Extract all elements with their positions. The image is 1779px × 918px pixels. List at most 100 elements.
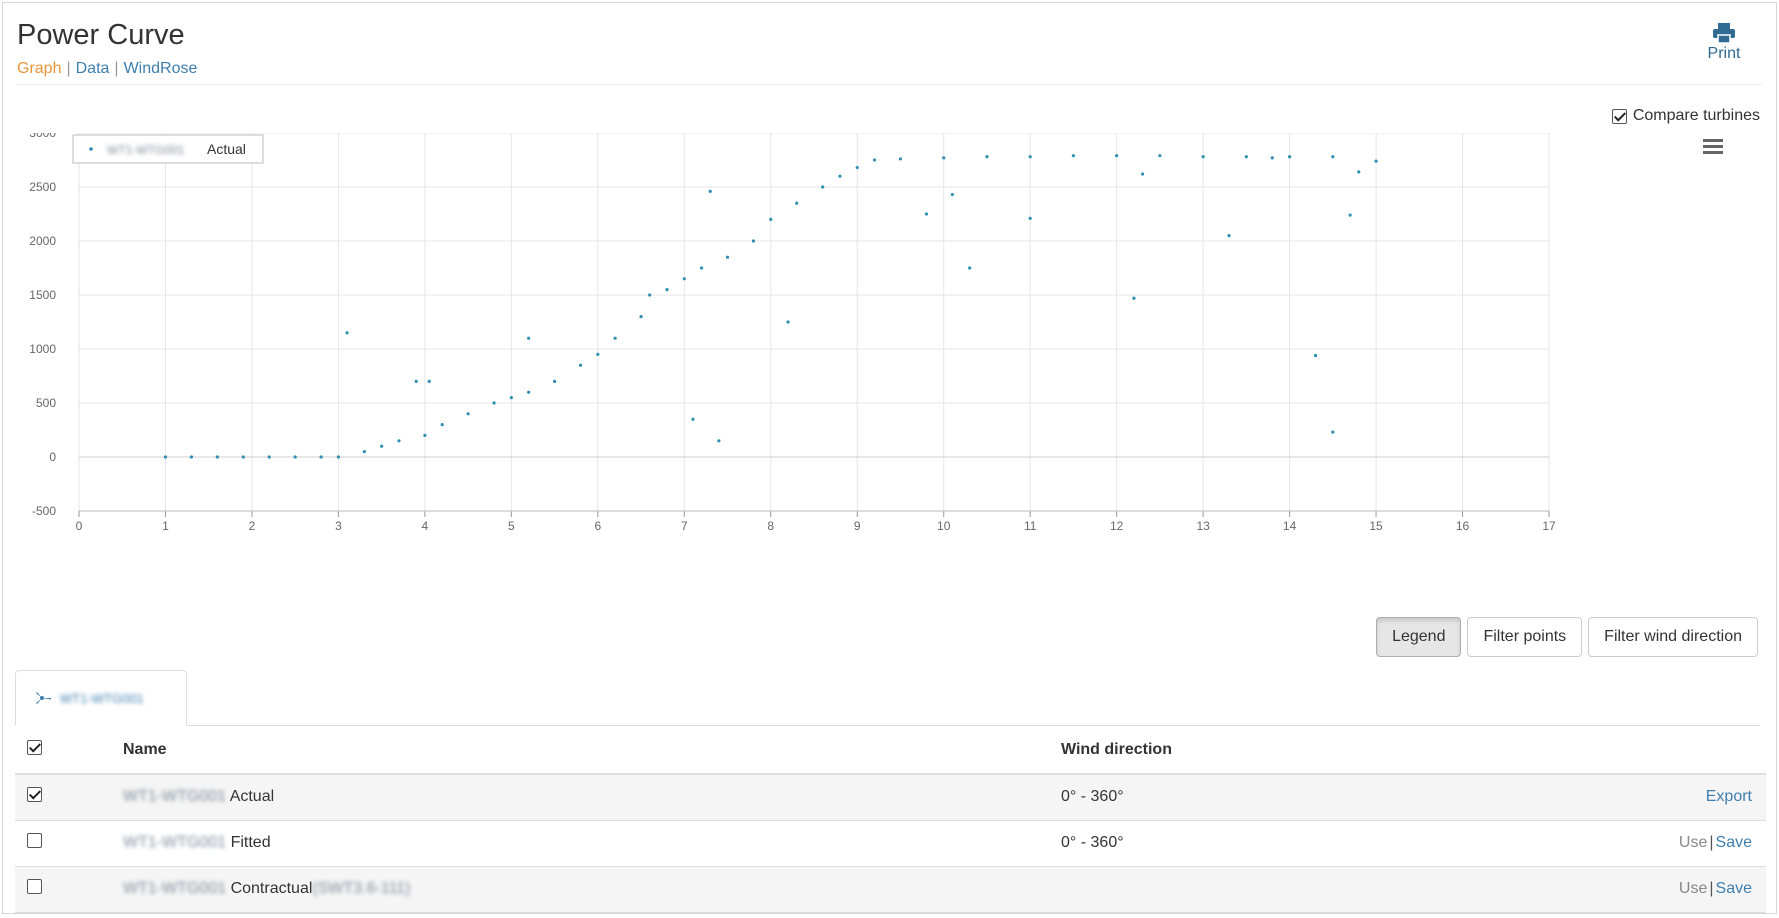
row-checkbox[interactable]	[27, 833, 42, 848]
x-tick-label: 13	[1196, 519, 1210, 533]
data-point	[1244, 155, 1248, 159]
legend-series-label: Actual	[207, 141, 246, 157]
data-point	[527, 336, 531, 340]
data-point	[665, 288, 669, 292]
row-wind-direction: 0° - 360°	[1061, 820, 1457, 867]
data-point	[1201, 155, 1205, 159]
filter-points-button[interactable]: Filter points	[1467, 617, 1583, 657]
data-point	[552, 379, 557, 383]
y-tick-label: 2500	[29, 180, 56, 194]
data-point	[639, 315, 643, 319]
x-tick-label: 17	[1542, 519, 1556, 533]
chart-points	[163, 154, 1378, 459]
data-point	[1071, 154, 1076, 158]
data-point	[509, 396, 513, 400]
row-wind-direction	[1061, 866, 1457, 913]
x-tick-label: 0	[76, 519, 83, 533]
chart-controls: Legend Filter points Filter wind directi…	[1376, 617, 1758, 657]
compare-turbines-checkbox[interactable]	[1611, 108, 1627, 124]
data-point	[1287, 155, 1292, 159]
data-point	[1028, 155, 1032, 159]
data-point	[1331, 155, 1335, 159]
nav-graph-link[interactable]: Graph	[17, 60, 62, 77]
name-column-header: Name	[123, 726, 1061, 775]
data-point	[380, 444, 384, 448]
hamburger-menu-icon	[1703, 139, 1723, 142]
save-link[interactable]: Save	[1715, 834, 1752, 851]
y-tick-label: 2000	[29, 234, 56, 248]
data-point	[699, 266, 704, 270]
data-point	[596, 352, 600, 356]
row-model-id: (SWT3.6-111)	[312, 880, 411, 897]
export-link[interactable]: Export	[1705, 788, 1752, 806]
row-curve-name: Contractual	[230, 880, 313, 897]
table-row: WT1-WTG001 Fitted 0° - 360° Use | Save	[15, 820, 1766, 867]
data-point	[423, 433, 427, 437]
data-point	[241, 455, 245, 459]
row-turbine-id: WT1-WTG001	[123, 834, 227, 851]
row-turbine-id: WT1-WTG001	[123, 880, 227, 897]
nav-separator: |	[114, 60, 119, 77]
action-separator: |	[1709, 880, 1714, 897]
y-tick-label: -500	[32, 504, 56, 518]
table-row: WT1-WTG001 Actual 0° - 360° Export	[15, 774, 1766, 821]
use-link[interactable]: Use	[1678, 880, 1708, 897]
data-point	[1331, 430, 1335, 434]
x-tick-label: 11	[1024, 519, 1037, 533]
data-point	[1132, 296, 1136, 300]
action-separator: |	[1709, 834, 1714, 851]
data-point	[786, 320, 790, 324]
data-point	[397, 439, 401, 443]
y-tick-label: 1000	[29, 342, 56, 356]
data-point	[215, 455, 219, 459]
legend-series-prefix: WT1-WTG001	[107, 143, 185, 157]
nav-separator: |	[66, 60, 71, 77]
tab-divider	[15, 725, 1760, 726]
print-button[interactable]: Print	[1702, 23, 1746, 63]
x-tick-label: 4	[422, 519, 429, 533]
page-title: Power Curve	[17, 19, 185, 51]
data-point	[578, 363, 583, 367]
data-point	[345, 331, 349, 335]
data-point	[968, 266, 972, 270]
data-point	[1270, 156, 1274, 160]
x-tick-label: 3	[335, 519, 342, 533]
data-point	[414, 379, 418, 383]
compare-turbines-toggle[interactable]: Compare turbines	[1611, 107, 1760, 125]
use-link[interactable]: Use	[1678, 834, 1708, 851]
data-point	[985, 155, 989, 159]
data-point	[821, 185, 825, 189]
legend-marker	[89, 147, 93, 151]
power-curve-chart: 0 1 2 3 4 5 6 7 8 9 10 11 12 13 14 15 16 17-5000500100015…	[29, 133, 1723, 533]
data-point	[717, 439, 721, 443]
save-link[interactable]: Save	[1715, 880, 1752, 897]
data-point	[427, 379, 431, 383]
y-tick-label: 500	[36, 396, 56, 410]
nav-data-link[interactable]: Data	[75, 60, 110, 77]
data-point	[440, 423, 444, 427]
table-header-row: Name Wind direction	[15, 726, 1766, 775]
select-all-checkbox[interactable]	[27, 739, 42, 755]
data-point	[1348, 213, 1352, 217]
data-point	[855, 165, 859, 170]
data-point	[725, 255, 730, 259]
data-point	[691, 417, 695, 421]
turbine-icon	[36, 692, 51, 704]
chart-menu-button[interactable]	[1703, 139, 1723, 154]
data-point	[872, 158, 877, 162]
row-checkbox[interactable]	[27, 787, 42, 803]
chart-legend[interactable]: WT1-WTG001 Actual	[72, 134, 264, 164]
data-point	[336, 455, 341, 459]
tab-turbine[interactable]: WT1-WTG001	[15, 670, 187, 726]
row-turbine-id: WT1-WTG001	[123, 788, 227, 806]
data-point	[950, 192, 954, 197]
filter-wind-direction-button[interactable]: Filter wind direction	[1588, 617, 1758, 657]
tab-label: WT1-WTG001	[60, 690, 144, 706]
legend-button[interactable]: Legend	[1376, 617, 1462, 657]
row-checkbox[interactable]	[27, 879, 42, 894]
print-label: Print	[1707, 45, 1741, 62]
data-point	[189, 455, 194, 459]
data-point	[838, 174, 842, 178]
nav-windrose-link[interactable]: WindRose	[123, 60, 198, 77]
data-point	[1140, 172, 1145, 176]
